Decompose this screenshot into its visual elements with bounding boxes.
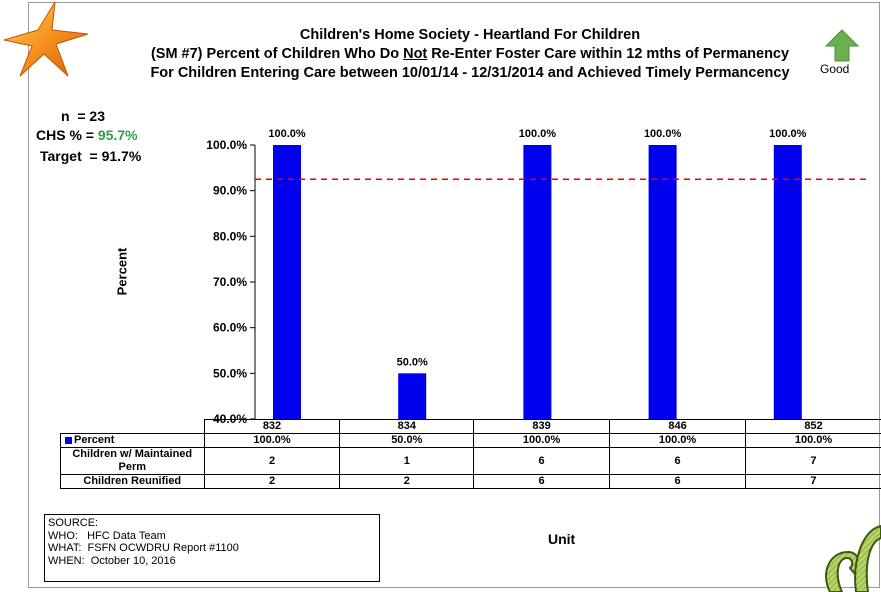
table-row: 832 834 839 846 852 — [61, 419, 881, 434]
table-cell: 7 — [744, 447, 881, 475]
table-cell: 100.0% — [609, 433, 746, 448]
table-cell: 2 — [339, 474, 475, 489]
bar — [273, 145, 301, 419]
chart-subtitle: (SM #7) Percent of Children Who Do Not R… — [70, 46, 870, 62]
table-cell: 100.0% — [744, 433, 881, 448]
target-value: 91.7% — [101, 148, 142, 164]
source-line: WHAT: FSFN OCWDRU Report #1100 — [48, 542, 239, 554]
target-label: Target = — [40, 148, 102, 164]
chart-frame — [28, 2, 880, 588]
n-stat: n = 23 — [61, 108, 105, 124]
subtitle-underlined: Not — [403, 46, 428, 62]
subtitle-part: Re-Enter Foster Care within 12 mths of P… — [427, 46, 790, 62]
table-cell: 1 — [339, 447, 475, 475]
bar — [773, 145, 802, 419]
table-cell: 6 — [473, 474, 611, 489]
table-row: Children w/ Maintained Perm 2 1 6 6 7 — [60, 447, 881, 475]
table-cell: 2 — [203, 447, 341, 475]
chs-value: 95.7% — [97, 127, 138, 143]
source-line: WHEN: October 10, 2016 — [48, 554, 176, 567]
green-logo-icon — [825, 524, 881, 592]
y-tick-label: 50.0% — [213, 366, 247, 380]
y-tick-label: 90.0% — [213, 184, 247, 198]
chart-subtitle-2: For Children Entering Care between 10/01… — [150, 65, 790, 81]
chs-label: CHS % = — [36, 127, 98, 143]
target-stat: Target = 91.7% — [40, 148, 141, 164]
table-cell: 6 — [609, 447, 746, 475]
green-up-arrow-icon — [824, 29, 860, 62]
table-row: Percent 100.0% 50.0% 100.0% 100.0% 100.0… — [60, 433, 881, 448]
table-cell: 2 — [203, 474, 341, 489]
data-label: 100.0% — [644, 128, 682, 140]
source-box: SOURCE: WHO: HFC Data Team WHAT: FSFN OC… — [44, 514, 380, 582]
row-label-text: Percent — [74, 434, 115, 446]
legend-swatch — [65, 436, 72, 444]
x-axis-label: Unit — [548, 531, 576, 547]
y-tick-label: 60.0% — [213, 321, 247, 335]
data-label: 100.0% — [769, 128, 807, 140]
y-tick-label: 80.0% — [213, 229, 247, 243]
table-row: Children Reunified 2 2 6 6 7 — [60, 474, 881, 489]
source-line: SOURCE: — [48, 517, 99, 529]
chart-title: Children's Home Society - Heartland For … — [299, 27, 641, 43]
table-cell: 6 — [609, 474, 746, 489]
table-cell: 100.0% — [203, 433, 341, 448]
orange-star-icon — [3, 1, 89, 77]
category-cell: 852 — [744, 419, 881, 434]
category-cell: 832 — [203, 419, 341, 434]
category-cell: 834 — [339, 419, 475, 434]
n-value: 23 — [89, 108, 105, 124]
table-corner — [61, 420, 205, 434]
row-label: Children Reunified — [60, 474, 205, 489]
data-table: 832 834 839 846 852 Percent 100.0% 50.0%… — [60, 419, 881, 489]
data-label: 50.0% — [397, 356, 428, 368]
y-tick-label: 70.0% — [213, 275, 247, 289]
good-label: Good — [820, 62, 850, 76]
table-cell: 6 — [473, 447, 611, 475]
row-label: Children w/ Maintained Perm — [60, 447, 205, 475]
data-label: 100.0% — [268, 128, 306, 140]
row-label: Percent — [60, 433, 205, 448]
data-label: 100.0% — [519, 128, 557, 140]
n-label: n = — [61, 108, 90, 124]
category-cell: 846 — [609, 419, 746, 434]
bar — [648, 145, 677, 419]
y-tick-label: 100.0% — [206, 138, 247, 152]
subtitle-part: (SM #7) Percent of Children Who Do — [150, 46, 404, 62]
category-cell: 839 — [473, 419, 611, 434]
bar — [523, 145, 552, 419]
source-line: WHO: HFC Data Team — [48, 529, 166, 542]
chs-stat: CHS % = 95.7% — [36, 127, 138, 143]
table-cell: 100.0% — [473, 433, 611, 448]
table-cell: 50.0% — [339, 433, 475, 448]
table-cell: 7 — [744, 474, 881, 489]
bar — [398, 373, 427, 419]
